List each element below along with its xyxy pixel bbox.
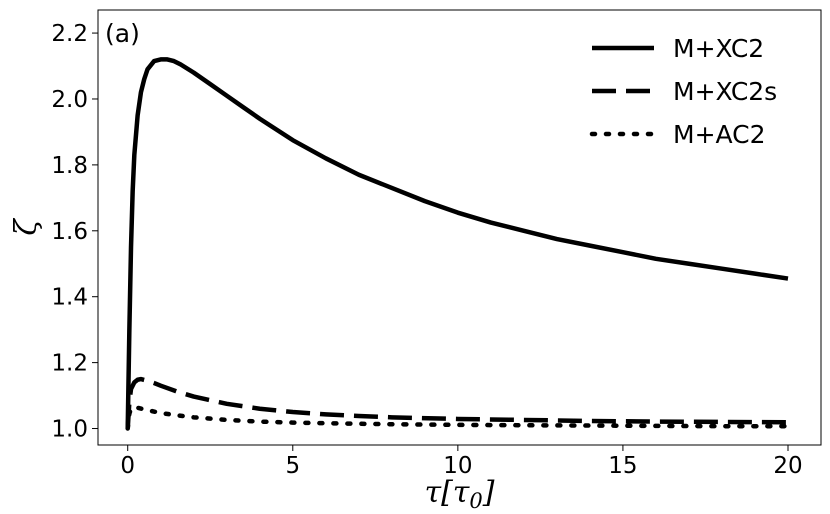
y-tick-label: 1.0 xyxy=(51,417,88,443)
legend-label: M+AC2 xyxy=(673,120,766,149)
panel-label: (a) xyxy=(105,19,140,48)
x-axis-label: τ[τ0] xyxy=(425,475,495,513)
y-tick-label: 2.0 xyxy=(51,87,88,113)
legend-label: M+XC2s xyxy=(673,77,777,106)
series-layer xyxy=(125,57,791,431)
x-ticks: 0 5 10 15 20 xyxy=(120,445,803,479)
x-axis-label-main: τ[τ xyxy=(425,475,470,510)
x-axis-label-subscript: 0 xyxy=(469,489,482,513)
x-axis-label-close: ] xyxy=(482,475,495,510)
y-tick-label: 1.6 xyxy=(51,219,88,245)
plot-frame xyxy=(97,9,822,446)
x-tick-label: 20 xyxy=(773,453,802,479)
x-tick-label: 5 xyxy=(285,453,300,479)
legend-label: M+XC2 xyxy=(673,34,764,63)
y-tick-label: 1.2 xyxy=(51,351,88,377)
series-line-m-xc2 xyxy=(125,57,789,429)
legend: M+XC2 M+XC2s M+AC2 xyxy=(589,34,777,149)
y-tick-label: 1.8 xyxy=(51,153,88,179)
y-tick-label: 1.4 xyxy=(51,285,88,311)
x-tick-label: 15 xyxy=(608,453,637,479)
x-tick-label: 0 xyxy=(120,453,135,479)
y-axis-label: ζ xyxy=(9,218,44,236)
series-line-m-xc2s xyxy=(125,376,789,429)
x-tick-label: 10 xyxy=(443,453,472,479)
y-ticks: 1.0 1.2 1.4 1.6 1.8 2.0 2.2 xyxy=(51,21,98,443)
y-tick-label: 2.2 xyxy=(51,21,88,47)
